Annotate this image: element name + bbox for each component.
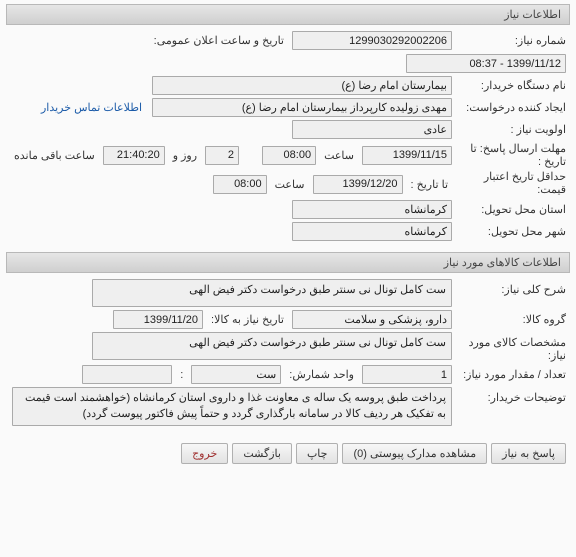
value-priority: عادی [292, 120, 452, 139]
label-qty: تعداد / مقدار مورد نیاز: [456, 368, 566, 381]
label-group: گروه کالا: [456, 313, 566, 326]
value-time-remaining: 21:40:20 [103, 146, 165, 165]
value-notes: پرداخت طبق پروسه یک ساله ی معاونت غذا و … [12, 387, 452, 426]
value-public-announce: 1399/11/12 - 08:37 [406, 54, 566, 73]
value-history: 1399/11/20 [113, 310, 203, 329]
section-header-goods: اطلاعات کالاهای مورد نیاز [6, 252, 570, 273]
value-spec: ست کامل تونال نی سنتر طبق درخواست دکتر ف… [92, 332, 452, 360]
form-body-info: شماره نیاز: 1299030292002206 تاریخ و ساع… [6, 27, 570, 252]
value-min-validity-time: 08:00 [213, 175, 267, 194]
row-notes: توضیحات خریدار: پرداخت طبق پروسه یک ساله… [10, 387, 566, 426]
label-unit: واحد شمارش: [285, 368, 358, 381]
row-province: استان محل تحویل: کرمانشاه [10, 200, 566, 219]
section-title-goods: اطلاعات کالاهای مورد نیاز [444, 257, 561, 269]
label-city: شهر محل تحویل: [456, 225, 566, 238]
value-buyer: بیمارستان امام رضا (ع) [152, 76, 452, 95]
value-city: کرمانشاه [292, 222, 452, 241]
label-time-remaining: ساعت باقی مانده [10, 149, 99, 162]
link-contact-buyer[interactable]: اطلاعات تماس خریدار [41, 101, 148, 114]
label-public-announce: تاریخ و ساعت اعلان عمومی: [150, 34, 288, 47]
value-requester: مهدی زولیده کارپرداز بیمارستان امام رضا … [152, 98, 452, 117]
qty-colon: : [176, 369, 187, 381]
row-group: گروه کالا: دارو، پزشکی و سلامت تاریخ نیا… [10, 310, 566, 329]
label-spec: مشخصات کالای مورد نیاز: [456, 332, 566, 362]
label-province: استان محل تحویل: [456, 203, 566, 216]
value-unit: ست [191, 365, 281, 384]
label-min-validity-time: ساعت [271, 178, 309, 191]
value-qty: 1 [362, 365, 452, 384]
value-days-remaining: 2 [205, 146, 239, 165]
label-deadline: مهلت ارسال پاسخ: تا تاریخ : [456, 142, 566, 168]
label-buyer: نام دستگاه خریدار: [456, 79, 566, 92]
value-need-number: 1299030292002206 [292, 31, 452, 50]
exit-button[interactable]: خروج [181, 443, 228, 464]
label-notes: توضیحات خریدار: [456, 387, 566, 404]
label-priority: اولویت نیاز : [456, 123, 566, 136]
value-min-validity-date: 1399/12/20 [313, 175, 403, 194]
label-desc: شرح کلی نیاز: [456, 279, 566, 296]
label-history: تاریخ نیاز به کالا: [207, 313, 288, 326]
section-header-info: اطلاعات نیاز [6, 4, 570, 25]
form-body-goods: شرح کلی نیاز: ست کامل تونال نی سنتر طبق … [6, 275, 570, 437]
label-min-validity: حداقل تاریخ اعتبار قیمت: [456, 171, 566, 197]
value-extra [82, 365, 172, 384]
row-spec: مشخصات کالای مورد نیاز: ست کامل تونال نی… [10, 332, 566, 362]
reply-button[interactable]: پاسخ به نیاز [491, 443, 566, 464]
label-min-validity-sub: تا تاریخ : [407, 178, 452, 191]
value-desc: ست کامل تونال نی سنتر طبق درخواست دکتر ف… [92, 279, 452, 307]
label-requester: ایجاد کننده درخواست: [456, 101, 566, 114]
row-city: شهر محل تحویل: کرمانشاه [10, 222, 566, 241]
row-deadline: مهلت ارسال پاسخ: تا تاریخ : 1399/11/15 س… [10, 142, 566, 168]
value-deadline-date: 1399/11/15 [362, 146, 452, 165]
print-button[interactable]: چاپ [296, 443, 339, 464]
back-button[interactable]: بازگشت [232, 443, 292, 464]
row-need-number: شماره نیاز: 1299030292002206 تاریخ و ساع… [10, 31, 566, 73]
attachments-button[interactable]: مشاهده مدارک پیوستی (0) [342, 443, 487, 464]
row-priority: اولویت نیاز : عادی [10, 120, 566, 139]
label-days-remaining: روز و [169, 149, 201, 162]
label-deadline-time: ساعت [320, 149, 358, 162]
value-province: کرمانشاه [292, 200, 452, 219]
row-requester: ایجاد کننده درخواست: مهدی زولیده کارپردا… [10, 98, 566, 117]
value-group: دارو، پزشکی و سلامت [292, 310, 452, 329]
value-deadline-time: 08:00 [262, 146, 316, 165]
row-buyer: نام دستگاه خریدار: بیمارستان امام رضا (ع… [10, 76, 566, 95]
row-min-validity: حداقل تاریخ اعتبار قیمت: تا تاریخ : 1399… [10, 171, 566, 197]
row-qty: تعداد / مقدار مورد نیاز: 1 واحد شمارش: س… [10, 365, 566, 384]
section-title-info: اطلاعات نیاز [504, 9, 561, 21]
row-desc: شرح کلی نیاز: ست کامل تونال نی سنتر طبق … [10, 279, 566, 307]
page-root: اطلاعات نیاز شماره نیاز: 129903029200220… [0, 0, 576, 474]
button-bar: پاسخ به نیاز مشاهده مدارک پیوستی (0) چاپ… [6, 437, 570, 470]
label-need-number: شماره نیاز: [456, 34, 566, 47]
